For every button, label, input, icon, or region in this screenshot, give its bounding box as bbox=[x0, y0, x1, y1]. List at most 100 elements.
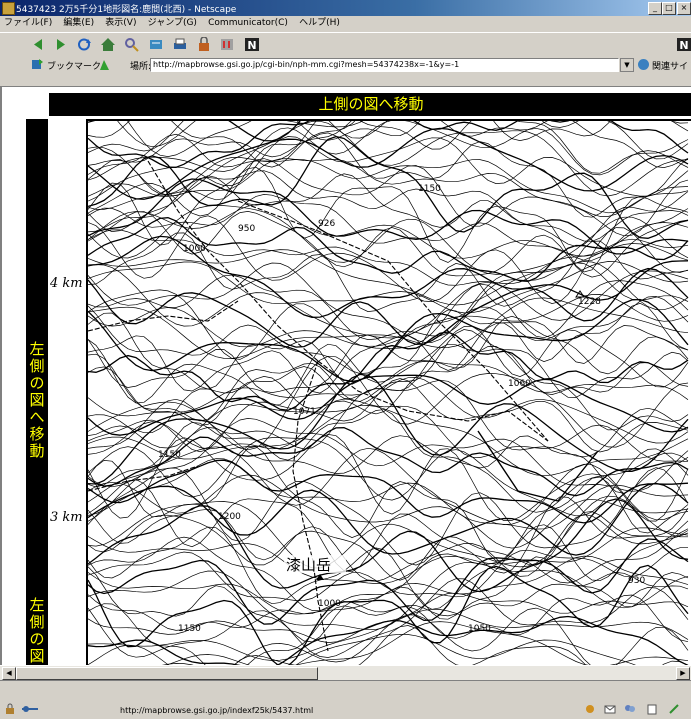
url-input[interactable]: http://mapbrowse.gsi.go.jp/cgi-bin/nph-m… bbox=[150, 58, 619, 72]
contour-line bbox=[87, 615, 689, 665]
menu-file[interactable]: ファイル(F) bbox=[4, 18, 53, 28]
related-sites-icon[interactable] bbox=[637, 58, 650, 71]
contour-line bbox=[87, 607, 689, 665]
scrollbar-thumb[interactable] bbox=[16, 667, 318, 680]
print-icon[interactable] bbox=[172, 37, 188, 52]
close-button[interactable]: × bbox=[677, 2, 691, 15]
contour-line bbox=[87, 346, 689, 436]
contour-line bbox=[87, 243, 689, 306]
contour-line bbox=[87, 520, 689, 610]
toolbar-tab-strip bbox=[0, 74, 691, 87]
scroll-left-icon[interactable]: ◀ bbox=[2, 667, 16, 680]
groups-icon[interactable] bbox=[624, 703, 636, 715]
elevation-label: 1071 bbox=[293, 407, 316, 417]
netscape-n-icon[interactable]: N bbox=[244, 37, 260, 52]
edit-pencil-icon[interactable] bbox=[668, 703, 680, 715]
svg-text:N: N bbox=[247, 39, 256, 52]
contour-line bbox=[87, 325, 689, 406]
contour-line bbox=[87, 556, 689, 643]
contour-line bbox=[87, 294, 689, 348]
summit-marker-icon bbox=[316, 574, 324, 580]
minimize-button[interactable]: _ bbox=[648, 2, 662, 15]
elevation-label: 930 bbox=[628, 576, 645, 586]
contour-line bbox=[87, 437, 689, 517]
contour-line bbox=[87, 173, 689, 247]
title-bar: 5437423 2万5千分1地形図名:鹿間(北西) - Netscape _ □… bbox=[0, 0, 691, 16]
elevation-label: 950 bbox=[238, 224, 255, 234]
menu-view[interactable]: 表示(V) bbox=[105, 18, 137, 28]
km-label-3: 3 km bbox=[50, 510, 83, 525]
related-sites-button[interactable]: 関連サイト bbox=[652, 62, 691, 72]
mail-icon[interactable] bbox=[604, 703, 616, 715]
contour-line bbox=[87, 261, 689, 343]
navigator-icon[interactable] bbox=[584, 703, 596, 715]
contour-line bbox=[87, 377, 689, 449]
contour-line bbox=[87, 562, 689, 631]
contour-line bbox=[87, 211, 689, 278]
triangulation-point-icon bbox=[575, 290, 585, 298]
contour-line bbox=[87, 87, 689, 168]
contour-line bbox=[87, 119, 689, 181]
contour-line bbox=[161, 633, 637, 665]
contour-line bbox=[87, 205, 689, 275]
move-left-link[interactable]: 左側の図へ移動 左側の図へ移 bbox=[26, 119, 48, 665]
page-proxy-icon[interactable] bbox=[98, 58, 111, 71]
elevation-label: 1000 bbox=[183, 244, 206, 254]
contour-line bbox=[87, 232, 689, 312]
contour-line bbox=[233, 625, 689, 665]
bookmark-icon[interactable] bbox=[30, 58, 44, 71]
elevation-label: 1050 bbox=[468, 624, 491, 634]
guide-icon[interactable] bbox=[148, 37, 164, 52]
trail-path bbox=[292, 360, 329, 652]
security-icon[interactable] bbox=[196, 37, 212, 52]
stop-icon[interactable] bbox=[219, 37, 235, 52]
lock-icon[interactable] bbox=[4, 703, 16, 715]
contour-line bbox=[87, 194, 689, 261]
horizontal-scrollbar[interactable]: ◀ ▶ bbox=[0, 665, 691, 680]
move-up-link[interactable]: 上側の図へ移動 bbox=[49, 93, 691, 116]
contour-line bbox=[87, 229, 689, 286]
menu-help[interactable]: ヘルプ(H) bbox=[299, 18, 340, 28]
contour-line bbox=[87, 418, 689, 492]
search-icon[interactable] bbox=[124, 37, 140, 52]
svg-text:N: N bbox=[679, 39, 688, 52]
url-dropdown-chevron-down-icon[interactable]: ▼ bbox=[620, 58, 634, 72]
scroll-right-icon[interactable]: ▶ bbox=[676, 667, 690, 680]
netscape-logo-icon: N bbox=[677, 38, 691, 52]
contour-line bbox=[87, 379, 689, 458]
contour-map-svg: 950 926 1000 1228 1071 1150 1050 1200 10… bbox=[87, 87, 689, 665]
forward-icon[interactable] bbox=[53, 37, 69, 52]
contour-line bbox=[87, 297, 689, 359]
contour-line bbox=[87, 495, 688, 569]
move-left-label: 左側の図へ移動 bbox=[29, 340, 45, 460]
contour-line bbox=[87, 166, 689, 273]
netscape-app-icon bbox=[2, 2, 15, 15]
contour-line bbox=[87, 564, 689, 665]
bookmarks-button[interactable]: ブックマーク bbox=[47, 62, 102, 72]
contour-line bbox=[87, 264, 689, 339]
contour-line bbox=[87, 594, 689, 665]
menu-communicator[interactable]: Communicator(C) bbox=[208, 18, 288, 28]
elevation-label: 926 bbox=[318, 219, 335, 229]
menu-go[interactable]: ジャンプ(G) bbox=[147, 18, 197, 28]
back-icon[interactable] bbox=[30, 37, 46, 52]
elevation-label: 1000 bbox=[318, 599, 341, 609]
topographic-map[interactable]: 950 926 1000 1228 1071 1150 1050 1200 10… bbox=[86, 87, 691, 665]
contour-line bbox=[87, 528, 689, 612]
elevation-label: 1150 bbox=[178, 624, 201, 634]
home-icon[interactable] bbox=[100, 37, 116, 52]
contour-line bbox=[87, 498, 689, 593]
contour-line bbox=[87, 608, 689, 661]
contour-line bbox=[87, 508, 689, 581]
maximize-button[interactable]: □ bbox=[662, 2, 676, 15]
contour-line bbox=[87, 592, 689, 643]
contour-line bbox=[87, 267, 689, 348]
km-label-4: 4 km bbox=[50, 276, 83, 291]
contour-line bbox=[87, 108, 689, 175]
contour-line bbox=[87, 136, 689, 202]
contour-line bbox=[87, 374, 689, 436]
contour-line bbox=[87, 261, 689, 314]
reload-icon[interactable] bbox=[76, 37, 92, 52]
composer-icon[interactable] bbox=[646, 703, 658, 715]
menu-edit[interactable]: 編集(E) bbox=[63, 18, 95, 28]
